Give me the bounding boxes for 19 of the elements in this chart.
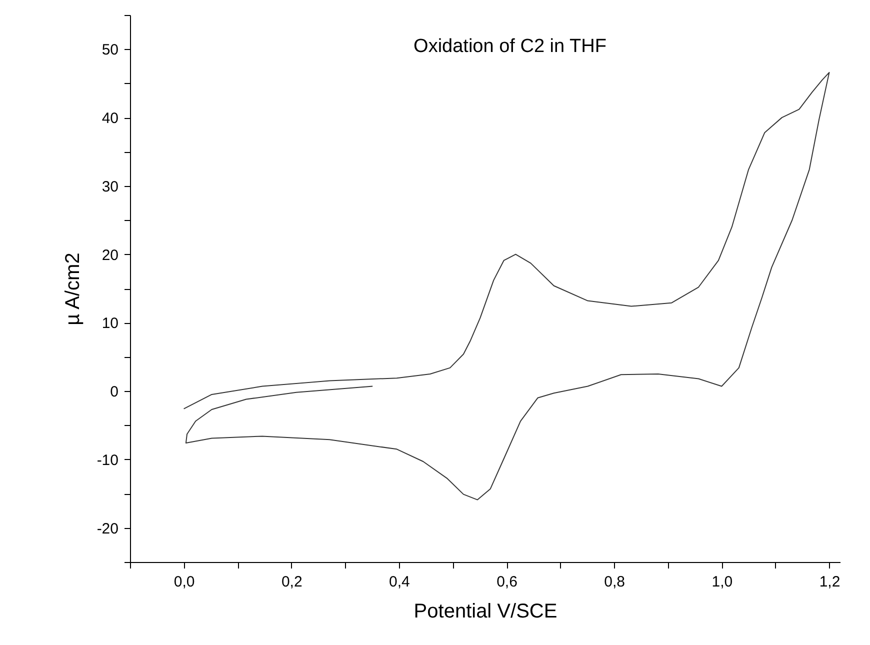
y-axis-title: µ A/cm2 [62,252,84,326]
y-tick-label: -10 [96,452,118,469]
y-tick-label: 0 [110,384,118,401]
x-tick-label: 1,2 [819,574,840,590]
y-tick-label: 10 [102,315,118,332]
x-tick-label: 1,0 [712,574,733,590]
x-tick-label: 0,4 [389,574,410,590]
x-tick-label: 0,8 [604,574,626,590]
x-tick-label: 0,0 [174,574,195,590]
annotation: Oxidation of C2 in THF [414,36,606,57]
x-tick-label: 0,6 [496,574,518,590]
x-tick-label: 0,2 [281,574,302,590]
line-series [183,72,830,500]
y-tick-label: -20 [96,520,118,538]
y-tick-label: 20 [102,246,118,264]
y-tick-label: 40 [102,110,118,128]
y-tick-label: 30 [102,178,118,196]
x-axis-title: Potential V/SCE [414,600,558,622]
y-tick-label: 50 [102,42,118,59]
